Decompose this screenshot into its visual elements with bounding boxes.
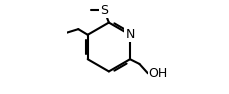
Text: N: N (125, 28, 135, 41)
Text: S: S (100, 4, 108, 17)
Text: OH: OH (148, 67, 168, 80)
